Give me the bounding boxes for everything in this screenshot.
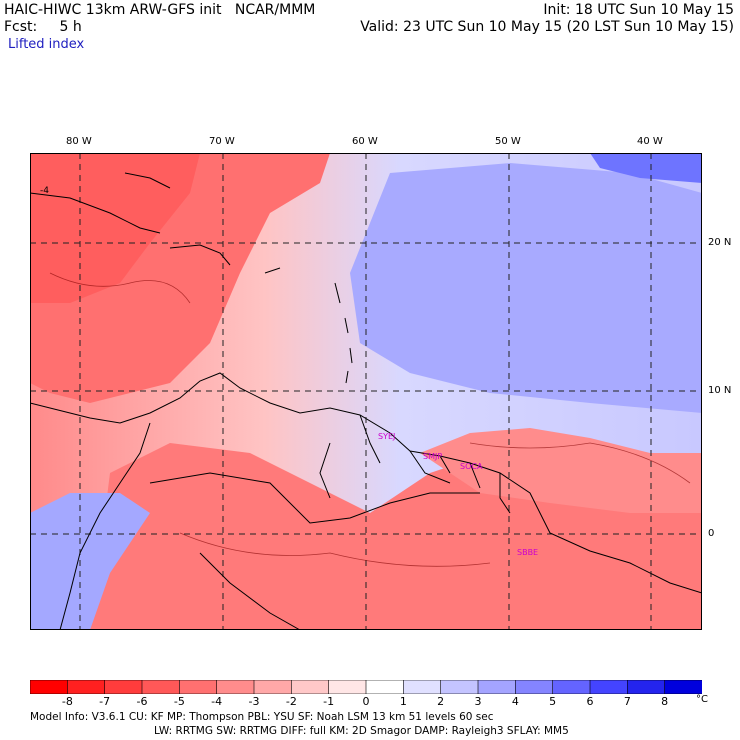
colorbar-swatch [627, 680, 666, 694]
colorbar-swatch [291, 680, 330, 694]
map-title: HAIC-HIWC 13km ARW-GFS init NCAR/MMM [4, 2, 316, 18]
map-frame [30, 153, 702, 630]
colorbar-swatch [477, 680, 517, 694]
lon-label-50w: 50 W [495, 136, 521, 147]
colorbar-tick-label: 1 [399, 695, 407, 708]
colorbar-tick-label: -1 [323, 695, 335, 708]
forecast-hour: Fcst: 5 h [4, 19, 82, 35]
graticule [30, 153, 702, 630]
colorbar-swatch [328, 680, 367, 694]
colorbar-swatch [179, 680, 218, 694]
lon-label-70w: 70 W [209, 136, 235, 147]
colorbar-tick-label: 6 [586, 695, 594, 708]
station-smjp: SMJP [423, 452, 442, 461]
colorbar-tick-label: -4 [211, 695, 223, 708]
colorbar-swatch [365, 680, 405, 694]
colorbar-tick-label: 4 [511, 695, 519, 708]
colorbar-tick-label: -6 [136, 695, 148, 708]
lat-label-0: 0 [708, 528, 715, 539]
lat-label-20n: 20 N [708, 237, 732, 248]
colorbar-tick-label: 3 [474, 695, 482, 708]
init-time: Init: 18 UTC Sun 10 May 15 [543, 2, 734, 18]
field-name: Lifted index [8, 37, 85, 52]
colorbar-tick-label: 7 [623, 695, 631, 708]
warm-region-northeast-sa [420, 428, 702, 513]
colorbar-swatch [30, 680, 69, 694]
colorbar-swatch [216, 680, 255, 694]
contour-lines [49, 272, 691, 567]
cool-region-atlantic [350, 163, 702, 413]
station-syej: SYEJ [378, 432, 395, 441]
colorbar-swatch [589, 680, 629, 694]
colorbar-tick-label: -3 [248, 695, 260, 708]
colorbar [30, 680, 702, 694]
colorbar-tick-label: 0 [362, 695, 370, 708]
cool-region-northeast-corner [590, 153, 702, 183]
colorbar-swatch [403, 680, 442, 694]
model-info-line1: Model Info: V3.6.1 CU: KF MP: Thompson P… [30, 711, 494, 723]
colorbar-tick-label: -5 [173, 695, 185, 708]
colorbar-unit: °C [696, 694, 708, 705]
valid-time: Valid: 23 UTC Sun 10 May 15 (20 LST Sun … [360, 19, 734, 35]
colorbar-swatch [440, 680, 479, 694]
colorbar-tick-label: -2 [285, 695, 297, 708]
model-info-line2: LW: RRTMG SW: RRTMG DIFF: full KM: 2D Sm… [154, 725, 569, 737]
station-sbbe: SBBE [517, 548, 538, 557]
coastlines [30, 172, 702, 630]
colorbar-swatch [253, 680, 293, 694]
colorbar-swatch [664, 680, 702, 694]
colorbar-tick-label: 8 [661, 695, 669, 708]
colorbar-tick-label: 2 [437, 695, 445, 708]
lon-label-60w: 60 W [352, 136, 378, 147]
colorbar-tick-label: -8 [61, 695, 73, 708]
lon-label-40w: 40 W [637, 136, 663, 147]
colorbar-tick-label: -7 [99, 695, 111, 708]
station-soca: SOCA [460, 462, 483, 471]
lifted-index-map: -4 SYEJ SMJP SOCA SBBE [30, 153, 702, 630]
colorbar-swatch [141, 680, 181, 694]
warm-region-caribbean-inner [30, 153, 200, 303]
colorbar-tick-label: 5 [549, 695, 557, 708]
cool-region-pacific [30, 493, 150, 630]
colorbar-swatch [67, 680, 106, 694]
contour-label: -4 [40, 186, 49, 196]
lat-label-10n: 10 N [708, 385, 732, 396]
islands [334, 282, 353, 384]
colorbar-swatch [104, 680, 143, 694]
colorbar-swatch [515, 680, 554, 694]
colorbar-swatch [552, 680, 591, 694]
lon-label-80w: 80 W [66, 136, 92, 147]
